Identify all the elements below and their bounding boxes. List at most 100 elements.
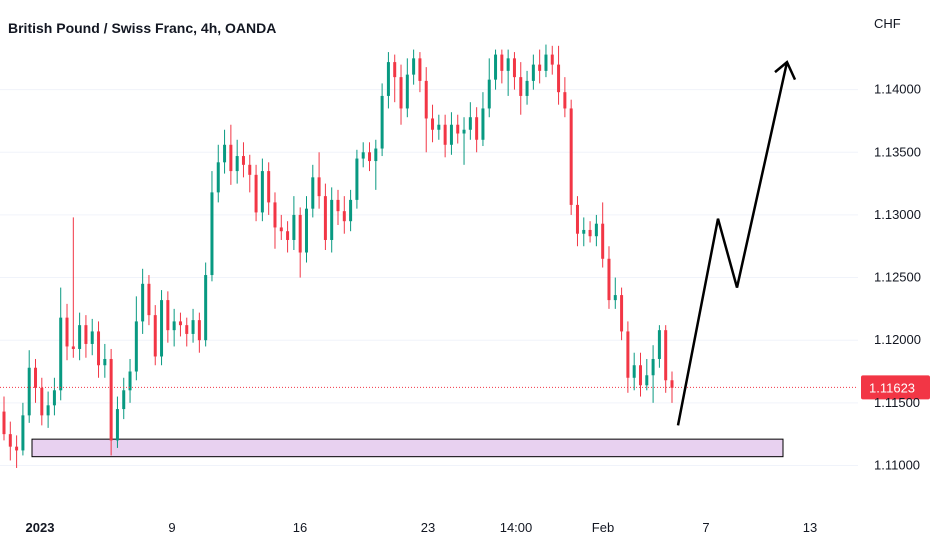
candle-body <box>412 58 416 75</box>
candle-body <box>506 58 510 71</box>
candle <box>575 196 579 247</box>
candle-body <box>248 164 252 175</box>
candle <box>550 45 554 75</box>
candle-body <box>141 283 145 322</box>
candle <box>525 70 529 105</box>
candle <box>273 192 277 249</box>
candle <box>40 377 44 426</box>
candle-body <box>34 367 38 388</box>
candle <box>405 58 409 118</box>
candle <box>342 196 346 234</box>
candle-body <box>109 358 113 441</box>
candle-body <box>185 325 189 334</box>
candle <box>109 348 113 456</box>
candle-body <box>449 124 453 145</box>
candle <box>97 321 101 378</box>
candle <box>235 139 239 184</box>
projection-arrow-layer <box>676 60 797 426</box>
candle-body <box>71 346 75 349</box>
candle <box>330 187 334 253</box>
candle-body <box>569 108 573 205</box>
candle <box>298 207 302 278</box>
candle-body <box>538 64 542 71</box>
currency-label: CHF <box>874 16 901 31</box>
candle-body <box>178 321 182 326</box>
y-tick-label: 1.13000 <box>874 207 921 222</box>
candle-body <box>399 77 403 109</box>
candles-layer <box>2 44 674 468</box>
candle <box>286 221 290 253</box>
candle <box>197 312 201 353</box>
candle-body <box>27 367 31 416</box>
candle <box>386 52 390 109</box>
candle-body <box>21 415 25 451</box>
candle-body <box>557 64 561 93</box>
candle <box>349 189 353 232</box>
candle-body <box>223 144 227 163</box>
candle <box>15 435 19 468</box>
candle-body <box>15 446 19 451</box>
candle <box>544 44 548 78</box>
candle <box>412 49 416 85</box>
time-axis[interactable]: 2023 9 16 23 14:00 Feb 7 13 <box>26 520 818 535</box>
candle <box>204 262 208 347</box>
price-axis[interactable]: 1.14000 1.13500 1.13000 1.12500 1.12000 1.115… <box>874 16 921 472</box>
candle-body <box>317 177 321 197</box>
candle <box>279 214 283 240</box>
grid-lines <box>0 89 858 466</box>
candle <box>248 154 252 193</box>
candle <box>21 402 25 456</box>
x-tick-label: Feb <box>592 520 614 535</box>
candle-body <box>475 117 479 140</box>
y-tick-label: 1.14000 <box>874 82 921 97</box>
candle-body <box>443 124 447 145</box>
candle <box>90 318 94 356</box>
candle <box>424 67 428 153</box>
candle-body <box>342 211 346 222</box>
candle-body <box>664 330 668 381</box>
candle-body <box>405 74 409 109</box>
candle <box>2 396 6 441</box>
candle <box>223 129 227 174</box>
candle-body <box>494 54 498 80</box>
projection-arrow <box>676 61 789 426</box>
candle <box>185 317 189 347</box>
candle-body <box>2 411 6 435</box>
candle-body <box>500 54 504 71</box>
candle-body <box>626 331 630 378</box>
candle-body <box>90 331 94 344</box>
candle <box>563 77 567 118</box>
candle <box>531 54 535 90</box>
candle <box>166 291 170 343</box>
candle <box>443 114 447 158</box>
candle-body <box>210 192 214 276</box>
candle <box>481 92 485 147</box>
candle-body <box>355 158 359 200</box>
candle <box>27 350 31 423</box>
candle-body <box>115 409 119 441</box>
candle-body <box>204 275 208 341</box>
last-price-badge <box>861 375 930 400</box>
candle <box>153 305 157 366</box>
candle-body <box>46 405 50 416</box>
support-zone-layer <box>31 438 784 458</box>
candle <box>361 142 365 168</box>
x-tick-label: 7 <box>702 520 709 535</box>
candle-body <box>216 162 220 193</box>
candle-body <box>122 390 126 410</box>
candle <box>178 312 182 337</box>
candle <box>449 112 453 155</box>
candle <box>620 287 624 341</box>
candle <box>122 377 126 420</box>
candle <box>71 217 75 358</box>
candle-body <box>84 325 88 344</box>
candle-body <box>601 223 605 259</box>
candle <box>115 396 119 448</box>
candle <box>304 196 308 263</box>
candle <box>512 52 516 90</box>
candle-body <box>645 375 649 386</box>
candle-body <box>607 258 611 301</box>
candle <box>78 312 82 361</box>
candle <box>494 49 498 90</box>
